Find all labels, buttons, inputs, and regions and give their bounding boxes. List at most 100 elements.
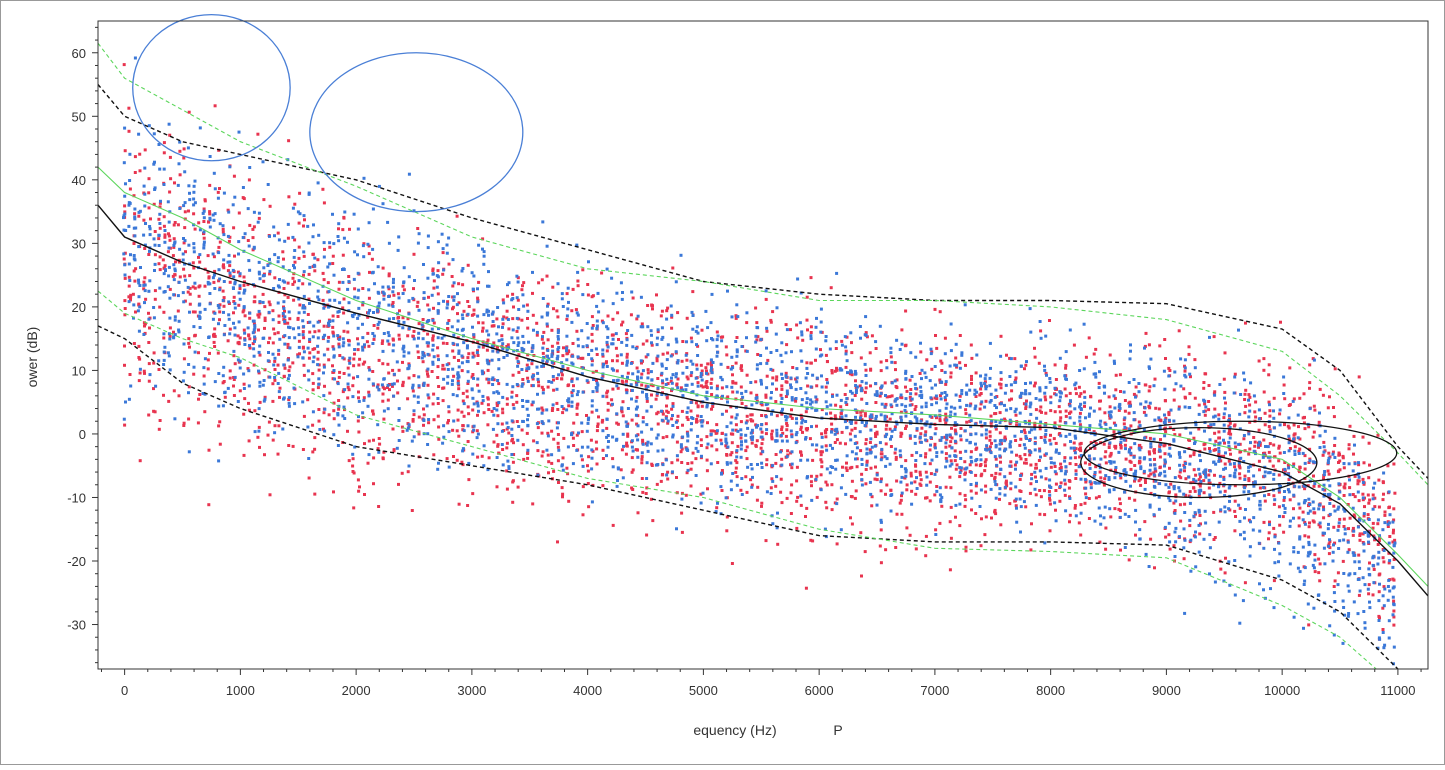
data-point — [247, 334, 251, 338]
data-point — [760, 435, 764, 439]
data-point — [256, 435, 260, 439]
data-point — [268, 269, 272, 273]
data-point — [1321, 453, 1325, 457]
data-point — [904, 424, 908, 428]
data-point — [1183, 502, 1187, 506]
data-point — [1039, 329, 1043, 333]
data-point — [258, 277, 262, 281]
data-point — [1298, 465, 1302, 469]
data-point — [745, 321, 749, 325]
data-point — [755, 425, 758, 429]
data-point — [909, 388, 913, 391]
data-point — [863, 414, 867, 418]
data-point — [575, 448, 579, 452]
data-point — [286, 281, 290, 285]
data-point — [257, 216, 261, 220]
data-point — [645, 443, 649, 447]
data-point — [838, 441, 842, 445]
data-point — [935, 397, 939, 401]
data-point — [221, 374, 225, 378]
data-point — [764, 297, 768, 301]
data-point — [594, 440, 598, 444]
data-point — [636, 455, 640, 459]
data-point — [749, 435, 753, 439]
data-point — [138, 305, 142, 309]
data-point — [460, 369, 464, 373]
data-point — [173, 333, 177, 337]
data-point — [640, 322, 644, 326]
data-point — [541, 450, 545, 454]
data-point — [616, 466, 620, 470]
data-point — [576, 270, 580, 274]
data-point — [137, 379, 141, 383]
data-point — [527, 367, 531, 371]
data-point — [660, 393, 664, 396]
data-point — [218, 420, 222, 424]
data-point — [172, 278, 176, 282]
data-point — [467, 478, 471, 482]
data-point — [1079, 449, 1083, 453]
data-point — [1368, 498, 1372, 502]
data-point — [258, 400, 262, 404]
data-point — [671, 266, 675, 270]
data-point — [660, 418, 664, 422]
data-point — [437, 385, 441, 388]
data-point — [162, 167, 166, 171]
data-point — [720, 432, 724, 435]
data-point — [132, 342, 136, 345]
data-point — [694, 329, 698, 333]
data-point — [801, 430, 804, 434]
data-point — [590, 363, 594, 367]
data-point — [437, 425, 441, 429]
data-point — [476, 300, 480, 304]
data-point — [226, 208, 230, 212]
data-point — [1373, 538, 1377, 542]
data-point — [1322, 440, 1326, 444]
data-point — [826, 381, 829, 385]
data-point — [799, 291, 803, 295]
data-point — [1149, 472, 1153, 476]
data-point — [954, 515, 957, 519]
data-point — [148, 373, 152, 377]
data-point — [984, 436, 988, 440]
data-point — [128, 187, 132, 191]
data-point — [547, 460, 551, 464]
data-point — [188, 274, 192, 278]
data-point — [934, 427, 938, 431]
data-point — [526, 418, 529, 422]
data-point — [236, 334, 240, 338]
data-point — [830, 369, 834, 372]
data-point — [256, 132, 260, 136]
data-point — [636, 314, 640, 318]
data-point — [211, 317, 215, 321]
data-point — [845, 461, 848, 465]
data-point — [615, 359, 619, 363]
data-point — [1262, 390, 1266, 394]
data-point — [919, 478, 923, 482]
data-point — [356, 326, 360, 330]
data-point — [785, 389, 789, 393]
data-point — [342, 268, 346, 271]
data-point — [944, 398, 947, 402]
data-point — [745, 490, 749, 494]
data-point — [1003, 417, 1007, 421]
data-point — [258, 384, 262, 388]
data-point — [764, 395, 768, 399]
data-point — [422, 291, 426, 295]
data-point — [580, 329, 584, 333]
data-point — [711, 361, 715, 364]
data-point — [161, 258, 165, 262]
data-point — [1347, 447, 1351, 451]
data-point — [346, 240, 349, 244]
data-point — [491, 349, 495, 353]
data-point — [656, 386, 660, 390]
data-point — [689, 409, 693, 413]
data-point — [412, 409, 416, 413]
data-point — [910, 403, 914, 407]
data-point — [950, 426, 953, 430]
data-point — [749, 381, 753, 384]
data-point — [859, 410, 863, 414]
data-point — [949, 459, 953, 463]
data-point — [605, 391, 609, 395]
data-point — [955, 365, 959, 369]
